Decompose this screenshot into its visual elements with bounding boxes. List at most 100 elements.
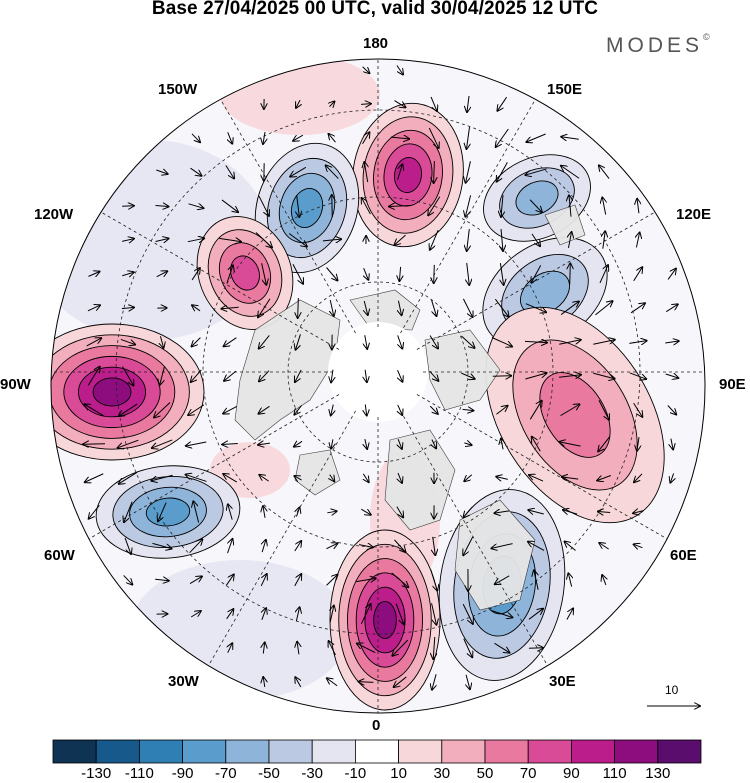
wind-arrow: [389, 206, 412, 207]
anomaly-contour: [515, 180, 559, 216]
wind-arrow: [529, 475, 544, 482]
wind-arrow: [464, 443, 471, 445]
wind-arrow: [326, 543, 337, 550]
wind-arrow: [492, 376, 511, 377]
wind-arrow: [225, 165, 234, 179]
wind-arrow: [362, 132, 370, 144]
wind-arrow: [298, 298, 299, 318]
wind-arrow: [497, 96, 508, 111]
wind-arrow: [629, 372, 646, 379]
wind-arrow: [119, 471, 138, 484]
wind-arrow: [634, 544, 643, 547]
wind-arrow: [466, 127, 469, 149]
wind-arrow: [394, 676, 407, 687]
wind-arrow: [263, 642, 264, 654]
wind-arrow: [528, 609, 543, 620]
wind-arrow: [524, 341, 547, 342]
lon-label-60e: 60E: [670, 547, 697, 564]
wind-arrow: [288, 233, 307, 246]
wind-arrow: [261, 263, 267, 284]
wind-arrow: [496, 128, 509, 147]
wind-arrow: [496, 477, 508, 480]
wind-arrow: [397, 164, 403, 180]
wind-arrow: [463, 536, 474, 555]
wind-arrow: [595, 301, 612, 316]
colorbar-tick-label: -110: [124, 765, 154, 782]
colorbar-swatch: [225, 739, 270, 764]
wind-arrow: [529, 401, 541, 420]
wind-arrow: [559, 375, 581, 378]
colorbar-swatch: [95, 739, 140, 764]
wind-arrow: [225, 574, 234, 586]
wind-arrow: [330, 474, 335, 482]
colorbar-tick-label: -70: [214, 765, 237, 782]
wind-arrow: [570, 263, 571, 285]
wind-arrow: [156, 271, 168, 278]
wind-arrow: [188, 204, 204, 208]
land-mass: [544, 204, 586, 246]
land-mass: [454, 499, 536, 611]
wind-arrow: [85, 473, 104, 482]
colorbar-tick-label: -50: [258, 765, 280, 782]
wind-arrow: [564, 542, 576, 551]
wind-arrow: [593, 372, 614, 378]
wind-arrow: [398, 300, 401, 315]
wind-arrow: [501, 228, 503, 251]
wind-arrow: [356, 578, 375, 581]
lon-label-60w: 60W: [44, 547, 75, 564]
wind-arrow: [593, 340, 615, 345]
positive-anomaly-canada-9: [51, 323, 205, 461]
wind-arrow: [294, 574, 302, 587]
colorbar-swatch: [398, 739, 443, 764]
wind-arrow: [390, 137, 409, 139]
wind-arrow: [191, 369, 202, 382]
wind-arrow: [331, 439, 333, 448]
colorbar-swatch: [268, 739, 313, 764]
colorbar-tick-label: 110: [602, 765, 627, 782]
wind-arrow: [297, 195, 300, 217]
wind-arrow: [599, 543, 609, 550]
wind-arrow: [326, 575, 338, 586]
wind-arrow: [191, 133, 200, 142]
wind-arrow: [120, 338, 135, 344]
wind-arrow: [391, 572, 409, 587]
wind-arrow: [118, 439, 139, 448]
wind-arrow: [365, 404, 366, 415]
wind-arrow: [633, 511, 644, 514]
wind-arrow: [186, 475, 207, 482]
wind-arrow: [224, 370, 237, 381]
land-mass: [384, 429, 456, 531]
wind-arrow: [467, 229, 470, 251]
wind-arrow: [599, 165, 610, 179]
wind-arrow: [361, 104, 371, 105]
wind-arrow: [221, 199, 238, 212]
wind-arrow: [155, 579, 169, 581]
wind-arrow: [434, 160, 435, 183]
wind-arrow: [667, 405, 676, 414]
wind-arrow: [189, 576, 202, 585]
wind-arrow: [599, 265, 608, 284]
anomaly-contour: [373, 600, 397, 640]
wind-arrow: [332, 195, 333, 218]
wind-arrow: [432, 439, 436, 449]
lon-label-150w: 150W: [158, 81, 198, 98]
wind-arrow: [525, 303, 546, 313]
wind-arrow: [526, 133, 546, 142]
wind-arrow: [258, 195, 269, 216]
wind-arrow: [191, 268, 200, 281]
wind-arrow: [192, 305, 201, 311]
brand-name: MODES: [606, 34, 704, 57]
colorbar-swatch: [571, 739, 616, 764]
wind-arrow: [525, 373, 546, 380]
wind-arrow: [365, 438, 367, 449]
wind-arrow: [464, 474, 473, 481]
wind-arrow: [430, 569, 438, 591]
wind-arrow: [193, 501, 200, 523]
wind-arrow: [532, 437, 541, 452]
wind-arrow: [431, 299, 437, 316]
positive-anomaly-pacific-0: [352, 102, 464, 248]
wind-arrow: [155, 205, 169, 206]
anomaly-contour: [230, 255, 260, 291]
wind-arrow: [466, 674, 470, 689]
wind-arrow: [255, 232, 272, 247]
